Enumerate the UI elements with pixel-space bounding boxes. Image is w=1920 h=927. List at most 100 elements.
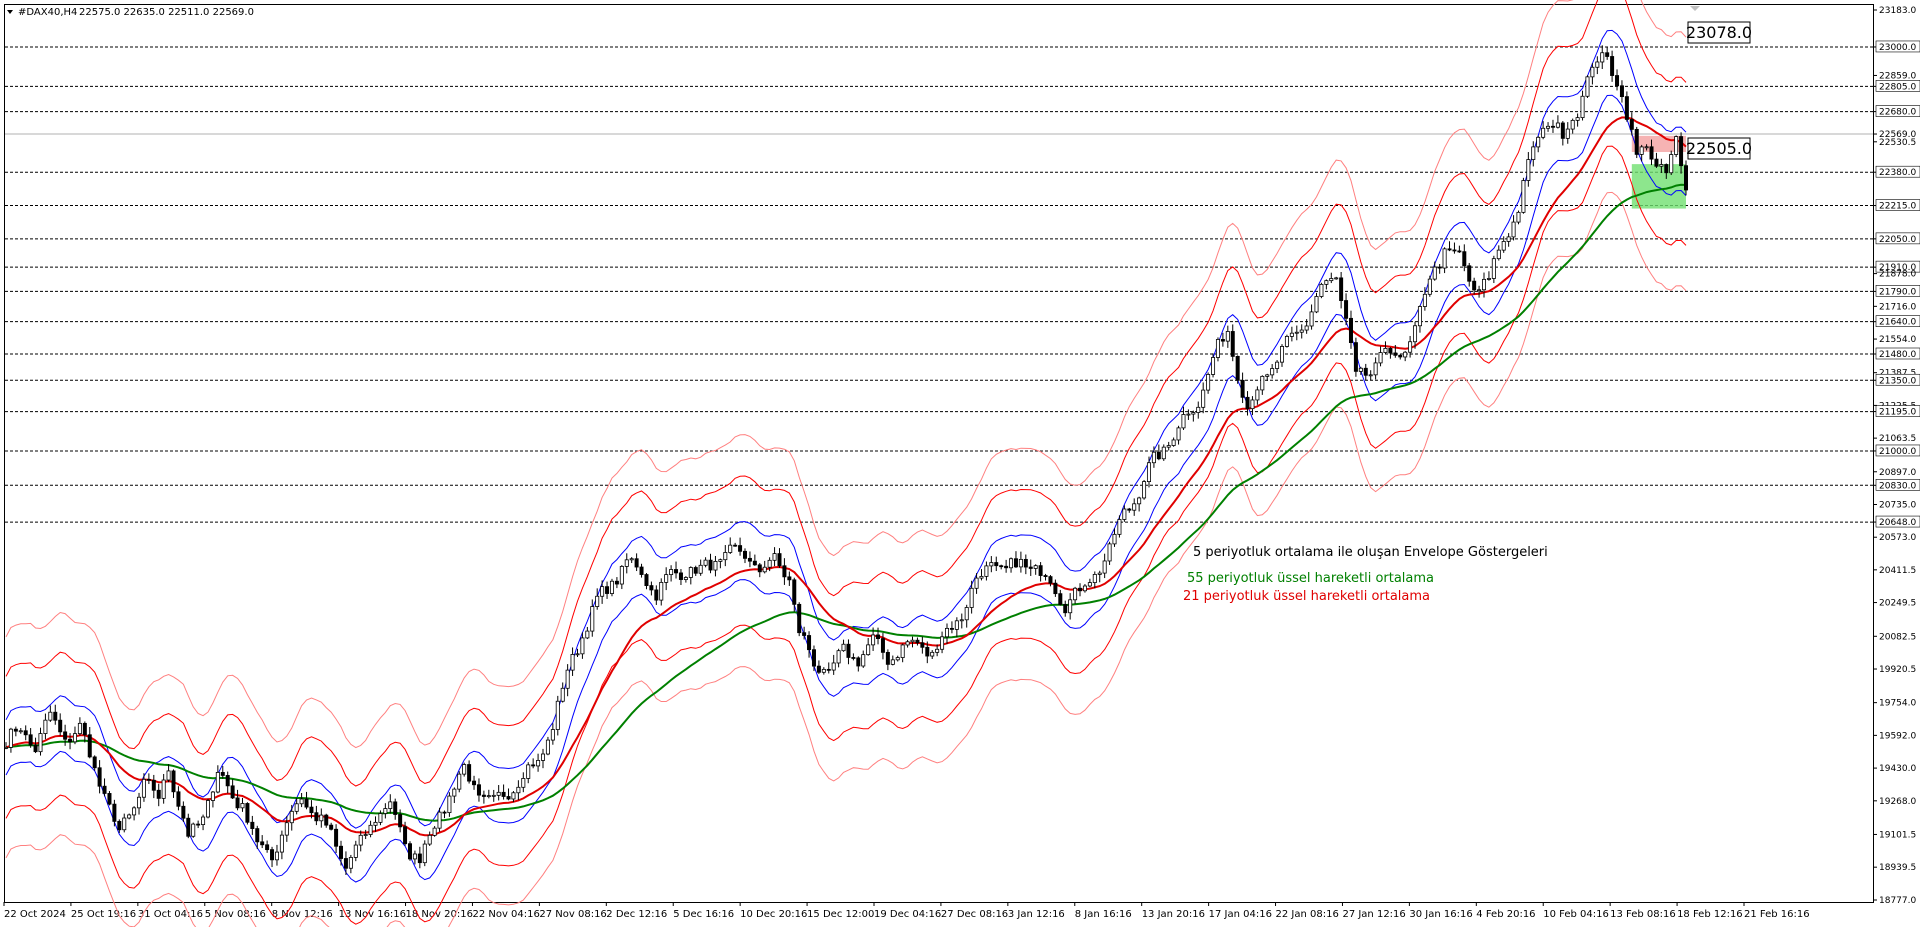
y-tick-label: 22380.0: [1879, 168, 1916, 178]
y-level-label-box: [1875, 347, 1920, 360]
candle-body: [866, 644, 871, 656]
candle-body: [107, 793, 112, 805]
y-level-label-box: [1875, 80, 1920, 92]
candle-body: [880, 638, 885, 653]
candle-body: [496, 791, 501, 796]
candle-body: [1501, 241, 1506, 251]
candle-body: [851, 657, 856, 659]
candle-body: [545, 739, 550, 755]
candle-body: [1344, 300, 1349, 319]
candle-body: [1472, 280, 1477, 291]
candle-body: [979, 575, 984, 579]
candle-body: [501, 791, 506, 797]
scroll-marker-icon[interactable]: [1690, 6, 1700, 11]
envelope-outer-upper: [5, 0, 1687, 749]
candle-body: [1600, 52, 1605, 63]
candle-body: [1151, 451, 1156, 464]
candle-body: [1457, 250, 1462, 253]
candle-body: [265, 844, 270, 851]
candle-body: [1260, 375, 1265, 391]
candle-body: [1265, 374, 1270, 377]
candle-body: [383, 808, 388, 814]
candle-body: [196, 823, 201, 826]
x-tick-label: 13 Jan 20:16: [1142, 909, 1205, 920]
annotation-ema21: 21 periyotluk üssel hareketli ortalama: [1183, 589, 1430, 604]
candle-body: [1319, 283, 1324, 297]
x-tick-label: 18 Nov 20:16: [406, 909, 473, 920]
candle-body: [664, 574, 669, 583]
candle-body: [841, 643, 846, 652]
candle-body: [348, 857, 353, 869]
x-tick-label: 21 Feb 16:16: [1744, 909, 1810, 920]
candle-body: [605, 586, 610, 594]
candle-body: [117, 820, 122, 831]
candle-body: [910, 639, 915, 643]
candle-body: [181, 805, 186, 819]
x-tick-label: 22 Jan 08:16: [1276, 909, 1339, 920]
candle-body: [550, 729, 555, 741]
candle-body: [407, 843, 412, 860]
dropdown-triangle-icon[interactable]: [7, 10, 13, 14]
candle-body: [1235, 355, 1240, 381]
y-tick-label: 21350.0: [1879, 376, 1916, 386]
candle-body: [92, 756, 97, 769]
candle-body: [427, 834, 432, 845]
candle-body: [846, 643, 851, 658]
candle-body: [1511, 221, 1516, 238]
candle-body: [1684, 165, 1689, 191]
candle-body: [1674, 136, 1679, 155]
candle-body: [964, 607, 969, 621]
candle-body: [1073, 587, 1078, 601]
candle-body: [1334, 277, 1339, 280]
candle-body: [151, 779, 156, 791]
candle-body: [703, 559, 708, 566]
candle-body: [639, 566, 644, 575]
y-tick-label: 19754.0: [1879, 699, 1916, 709]
x-tick-label: 13 Feb 08:16: [1610, 909, 1676, 920]
candle-body: [1555, 122, 1560, 128]
candle-body: [1215, 339, 1220, 358]
y-tick-label: 21000.0: [1879, 447, 1916, 457]
candle-body: [1639, 146, 1644, 155]
candle-body: [1654, 158, 1659, 167]
x-tick-label: 8 Jan 16:16: [1075, 909, 1132, 920]
candle-body: [294, 803, 299, 812]
candle-body: [343, 858, 348, 869]
y-tick-label: 22680.0: [1879, 108, 1916, 118]
candle-body: [358, 834, 363, 846]
candle-body: [1087, 582, 1092, 587]
candle-body: [565, 669, 570, 689]
candle-body: [959, 619, 964, 622]
candle-body: [1018, 558, 1023, 568]
candle-body: [378, 813, 383, 823]
candle-body: [1521, 180, 1526, 213]
candle-body: [974, 577, 979, 589]
candle-body: [811, 649, 816, 667]
candle-body: [412, 853, 417, 860]
candle-body: [1053, 582, 1058, 595]
envelope-mid-lower: [5, 145, 1687, 925]
candle-body: [472, 780, 477, 786]
y-tick-label: 18777.0: [1879, 896, 1916, 906]
candle-body: [1348, 317, 1353, 344]
candle-body: [53, 711, 58, 721]
candle-body: [609, 580, 614, 594]
candle-body: [1526, 159, 1531, 181]
x-tick-label: 19 Dec 04:16: [874, 909, 941, 920]
candle-body: [895, 657, 900, 661]
candle-body: [1068, 599, 1073, 614]
candle-body: [1132, 503, 1137, 511]
candle-body: [368, 824, 373, 835]
candle-body: [1610, 56, 1615, 76]
candle-body: [1038, 565, 1043, 576]
candle-body: [1082, 585, 1087, 592]
candle-body: [486, 795, 491, 798]
candle-body: [797, 603, 802, 634]
candle-body: [1358, 367, 1363, 372]
candle-body: [33, 744, 38, 753]
y-tick-label: 22805.0: [1879, 82, 1916, 92]
ema21-line: [5, 116, 1687, 837]
candle-body: [442, 811, 447, 814]
